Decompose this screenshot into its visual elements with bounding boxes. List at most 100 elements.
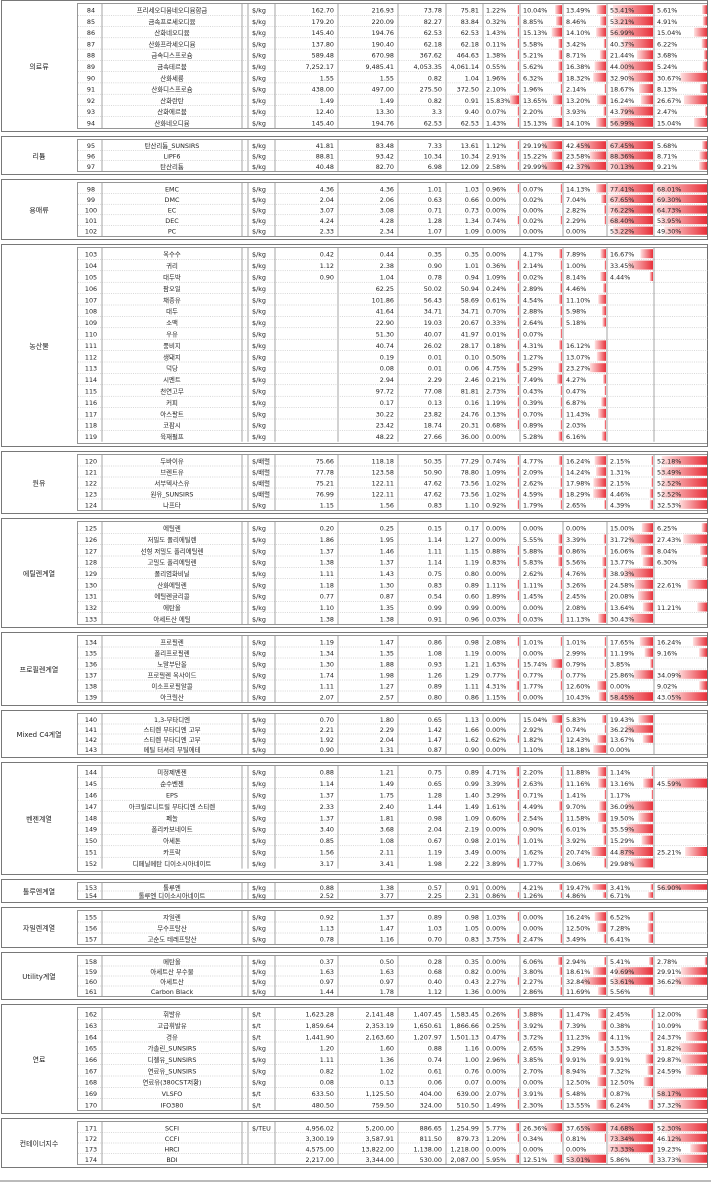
row-number: 119: [85, 433, 97, 441]
change-bar: [626, 824, 653, 834]
percent-change: 8.94%: [566, 1067, 586, 1075]
change-bar: [693, 117, 707, 127]
change-bar: [651, 1020, 653, 1030]
percent-change: 1.31%: [610, 469, 630, 477]
change-bar: [638, 84, 653, 93]
change-bar: [690, 1144, 707, 1153]
unit: $/kg: [252, 650, 266, 658]
table-row: 170 IFO380 $/t 480.50 759.50 324.00 510.50 1.49…: [78, 1098, 708, 1109]
table-row: 92 산화란탄 $/kg 1.49 1.49 0.82 0.91 15.83% 13.65% 13…: [78, 93, 708, 105]
change-bar: [642, 557, 653, 567]
percent-change: 2.96%: [486, 1056, 506, 1064]
change-bar: [697, 602, 707, 612]
change-bar: [604, 725, 606, 733]
change-bar: [551, 659, 562, 668]
change-bar: [610, 27, 653, 37]
change-bar: [620, 61, 653, 71]
row-number: 147: [85, 803, 97, 811]
change-bar: [516, 767, 519, 777]
change-bar: [638, 715, 653, 723]
percent-change: 1.00%: [566, 262, 586, 270]
change-bar: [608, 216, 653, 225]
item-name: 금속디스프로슘: [151, 51, 192, 60]
min-price: 1,207.97: [414, 1033, 442, 1041]
change-bar: [596, 467, 606, 476]
change-bar: [597, 735, 606, 743]
percent-change: 23.27%: [566, 365, 590, 373]
change-bar: [558, 50, 562, 60]
current-price: 145.40: [312, 119, 334, 127]
row-number: 100: [85, 207, 97, 215]
percent-change: 2.63%: [523, 780, 543, 788]
max-price: 2.06: [380, 196, 394, 204]
change-bar: [517, 835, 519, 845]
change-bar: [560, 858, 562, 868]
table-row: 110 우유 $/kg 51.30 40.07 41.97 0.01% 0.07%: [78, 327, 708, 339]
row-number: 103: [85, 251, 97, 259]
percent-change: 1.61%: [486, 803, 506, 811]
item-name: 아세트산 에틸: [153, 614, 190, 623]
percent-change: 29.98%: [610, 860, 634, 868]
min-price: 0.35: [428, 251, 442, 259]
percent-change: 13.65%: [523, 97, 547, 105]
unit: $/kg: [252, 163, 266, 171]
percent-change: 0.74%: [486, 217, 506, 225]
min-price: 50.02: [424, 285, 442, 293]
unit: $/kg: [252, 884, 266, 892]
commodity-group: 톨루엔계열 153 톨루엔 $/kg 0.88 1.38 0.57 0.91 0.00% 4.21…: [1, 879, 708, 903]
change-bar: [647, 1065, 653, 1075]
percent-change: 53.61%: [610, 978, 634, 986]
max-price: 0.19: [380, 353, 394, 361]
prev-week-price: 1.00: [465, 1056, 479, 1064]
table-row: 96 LiPF6 $/kg 88.81 93.42 10.34 10.34 2.91% 15.2…: [78, 150, 708, 161]
group-label: Utility계열: [22, 972, 55, 981]
percent-change: 2.45%: [566, 593, 586, 601]
prev-week-price: 78.80: [461, 469, 479, 477]
percent-change: 1.96%: [523, 86, 543, 94]
change-bar: [669, 692, 707, 701]
prev-week-price: 1.04: [465, 74, 479, 82]
percent-change: 0.00%: [566, 1145, 586, 1153]
unit: $/배럴: [252, 490, 270, 499]
percent-change: 42.37%: [566, 163, 590, 171]
change-bar: [551, 117, 562, 127]
table-row: 90 산화세륨 $/kg 1.55 1.55 0.82 1.04 1.96% 6.32% 18.3…: [78, 71, 708, 82]
unit: $/kg: [252, 308, 266, 316]
row-number: 155: [85, 914, 97, 922]
percent-change: 12.51%: [523, 1156, 547, 1164]
change-bar: [560, 745, 562, 753]
item-name: 산화프라세오디뮴: [148, 39, 195, 48]
item-name: 디페닐메탄 디이소시아네이트: [133, 859, 212, 868]
unit: $/kg: [252, 74, 266, 82]
unit: $/kg: [252, 97, 266, 105]
current-price: 4.36: [320, 185, 334, 193]
change-bar: [517, 1054, 519, 1064]
change-bar: [560, 106, 562, 116]
table-row: 124 나프타 $/kg 1.15 1.56 0.83 1.10 0.92% 1.79% 2.65…: [78, 498, 708, 510]
percent-change: 73.33%: [610, 1145, 634, 1153]
change-bar: [660, 467, 707, 476]
unit: $/kg: [252, 29, 266, 37]
current-price: 0.97: [320, 978, 334, 986]
percent-change: 18.18%: [566, 746, 590, 754]
percent-change: 0.47%: [486, 1033, 506, 1041]
change-bar: [517, 141, 519, 150]
unit: $/kg: [252, 925, 266, 933]
percent-change: 11.16%: [566, 780, 590, 788]
percent-change: 16.24%: [566, 914, 590, 922]
change-bar: [560, 613, 562, 623]
percent-change: 2.92%: [523, 726, 543, 734]
max-price: 51.30: [376, 331, 394, 339]
min-price: 0.01: [428, 365, 442, 373]
change-bar: [651, 767, 653, 777]
percent-change: 53.49%: [657, 469, 681, 477]
unit: $/kg: [252, 536, 266, 544]
item-name: 톨루엔: [163, 883, 181, 892]
change-bar: [679, 1043, 707, 1053]
row-number: 173: [85, 1145, 97, 1153]
prev-week-price: 62.18: [461, 40, 479, 48]
percent-change: 0.81%: [566, 1135, 586, 1143]
row-number: 160: [85, 978, 97, 986]
item-name: EMC: [165, 185, 180, 193]
change-bar: [625, 801, 653, 811]
